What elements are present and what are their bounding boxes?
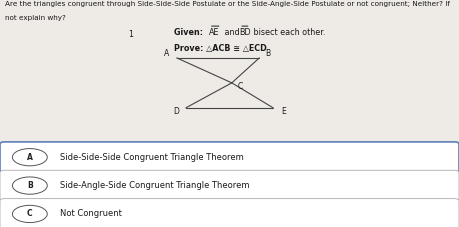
Text: E: E — [281, 107, 285, 116]
Text: AE: AE — [209, 28, 219, 37]
Text: A: A — [164, 49, 169, 58]
Text: not explain why?: not explain why? — [5, 15, 66, 21]
Text: Are the triangles congruent through Side-Side-Side Postulate or the Side-Angle-S: Are the triangles congruent through Side… — [5, 1, 449, 7]
Circle shape — [12, 205, 47, 222]
FancyBboxPatch shape — [0, 170, 459, 201]
Text: BD: BD — [239, 28, 251, 37]
Text: A: A — [27, 153, 33, 162]
FancyBboxPatch shape — [0, 142, 459, 173]
Text: 1: 1 — [129, 30, 134, 39]
FancyBboxPatch shape — [0, 199, 459, 227]
Text: C: C — [27, 210, 33, 218]
Circle shape — [12, 148, 47, 166]
Text: Prove: △ACB ≅ △ECD: Prove: △ACB ≅ △ECD — [174, 44, 267, 53]
Text: Side-Side-Side Congruent Triangle Theorem: Side-Side-Side Congruent Triangle Theore… — [60, 153, 243, 162]
Text: D: D — [173, 107, 179, 116]
Text: B: B — [265, 49, 270, 58]
Text: and: and — [222, 28, 242, 37]
Text: C: C — [237, 82, 243, 91]
Text: Side-Angle-Side Congruent Triangle Theorem: Side-Angle-Side Congruent Triangle Theor… — [60, 181, 249, 190]
Text: Given:: Given: — [174, 28, 206, 37]
Text: bisect each other.: bisect each other. — [251, 28, 325, 37]
Text: Not Congruent: Not Congruent — [60, 210, 122, 218]
Text: B: B — [27, 181, 33, 190]
Circle shape — [12, 177, 47, 194]
